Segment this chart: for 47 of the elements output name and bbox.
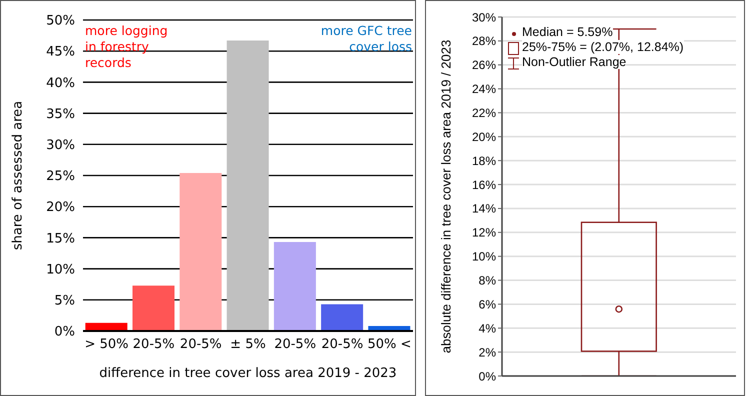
x-tick-label: 20-5% (132, 337, 175, 352)
annotation: Median = 5.59% (522, 25, 613, 39)
y-tick-label: 8% (478, 274, 496, 288)
y-tick-label: 26% (472, 58, 496, 72)
y-tick-label: 40% (46, 76, 75, 91)
annotation: Non-Outlier Range (522, 55, 626, 69)
x-tick-label: > 50% (84, 337, 129, 352)
bar (321, 304, 364, 331)
y-tick-label: 30% (472, 10, 496, 24)
y-tick-label: 25% (46, 169, 75, 184)
x-tick-label: 50% < (367, 337, 412, 352)
bar (274, 242, 316, 331)
x-tick-label: ± 5% (230, 337, 266, 352)
y-tick-label: 45% (46, 44, 75, 60)
x-tick-label: 20-5% (274, 337, 316, 352)
y-tick-label: 12% (472, 226, 496, 240)
bar (180, 173, 222, 331)
y-tick-label: 10% (472, 250, 496, 264)
bar (226, 40, 269, 331)
y-tick-label: 20% (472, 130, 496, 144)
y-tick-label: 6% (478, 297, 496, 312)
y-tick-label: 0% (478, 369, 496, 384)
y-tick-label: 22% (472, 106, 496, 120)
y-tick-label: 24% (472, 82, 496, 96)
annotation: more GFC tree cover loss (320, 23, 412, 55)
y-tick-label: 10% (46, 262, 75, 278)
y-tick-label: 30% (46, 138, 75, 154)
x-axis-title: difference in tree cover loss area 2019 - 2023 (99, 366, 397, 381)
y-tick-label: 20% (46, 200, 75, 216)
y-tick-label: 18% (472, 154, 496, 168)
y-tick-label: 16% (472, 178, 496, 192)
y-tick-label: 0% (54, 324, 75, 340)
y-tick-label: 4% (478, 321, 496, 336)
y-tick-label: 14% (472, 202, 496, 216)
y-tick-label: 28% (472, 34, 496, 48)
bar (132, 286, 174, 331)
y-axis-title: share of assessed area (10, 100, 26, 250)
annotation: more logging in forestry records (85, 23, 169, 71)
x-tick-label: 20-5% (321, 337, 364, 352)
y-tick-label: 5% (54, 294, 75, 309)
y-tick-label: 15% (46, 231, 75, 246)
x-tick-label: 20-5% (180, 337, 222, 352)
y-tick-label: 2% (478, 345, 496, 360)
annotation: 25%-75% = (2.07%, 12.84%) (522, 40, 684, 54)
y-tick-label: 50% (46, 14, 75, 29)
y-axis-title: absolute difference in tree cover loss area 2019 / 2023 (438, 40, 454, 354)
y-tick-label: 35% (46, 106, 75, 122)
